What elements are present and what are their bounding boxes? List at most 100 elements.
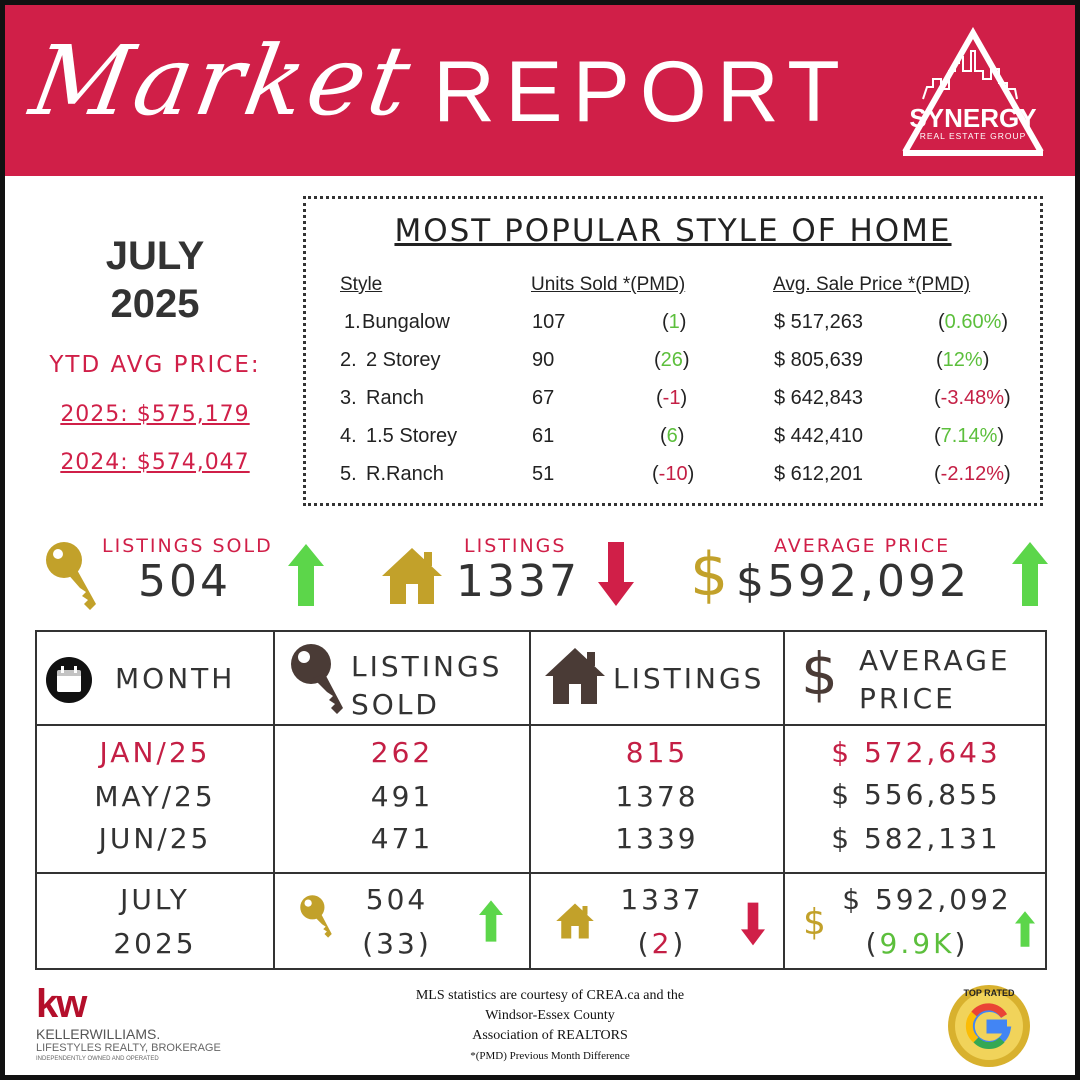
table-divider [37, 724, 1045, 726]
month-header: MONTH [115, 662, 236, 695]
style-rank: 4. [340, 425, 357, 447]
style-rank: 5. [340, 463, 357, 485]
style-price-diff: (12%) [936, 349, 990, 371]
up-arrow-icon [479, 900, 503, 942]
style-name: 2 Storey [366, 349, 441, 371]
key-icon [300, 895, 332, 938]
style-units: 67 [532, 387, 555, 409]
key-icon [46, 542, 96, 610]
source-footnote: MLS statistics are courtesy of CREA.ca a… [415, 988, 685, 1062]
kw-brokerage: LIFESTYLES REALTY, BROKERAGE [36, 1042, 221, 1054]
style-row: 4. 1.5 Storey 61 (6) $ 442,410 (7.14%) [306, 425, 1040, 455]
style-price-diff: (-3.48%) [934, 387, 1011, 409]
current-sold: 504 (33) [362, 883, 432, 960]
keller-williams-logo: kw KELLERWILLIAMS. LIFESTYLES REALTY, BR… [36, 982, 226, 1068]
table-avg: $ 582,131 [831, 822, 1001, 855]
table-divider [273, 632, 275, 968]
up-arrow-icon [288, 544, 324, 606]
logo-name: SYNERGY [909, 103, 1037, 133]
style-price-diff: (-2.12%) [934, 463, 1011, 485]
report-year: 2025 [110, 282, 200, 326]
report-month: JULY [105, 234, 205, 278]
monthly-table: MONTH LISTINGS SOLD LISTINGS $ AVERAGE P… [35, 630, 1047, 970]
style-price-diff: (7.14%) [934, 425, 1005, 447]
report-period: JULY 2025 [60, 232, 250, 328]
kw-independent: INDEPENDENTLY OWNED AND OPERATED [36, 1056, 159, 1062]
dollar-icon: $ [803, 902, 826, 943]
ytd-2024: 2024: $574,047 [60, 450, 250, 475]
style-units-diff: (6) [660, 425, 685, 447]
listings-label: LISTINGS [464, 535, 567, 557]
average-price-value: $592,092 [736, 556, 970, 607]
average-price-label: AVERAGE PRICE [774, 535, 951, 557]
price-header: Avg. Sale Price *(PMD) [773, 274, 971, 295]
listings-sold-value: 504 [138, 556, 231, 607]
table-divider [37, 872, 1045, 874]
style-row: 2. 2 Storey 90 (26) $ 805,639 (12%) [306, 349, 1040, 379]
dollar-icon: $ [690, 540, 729, 610]
kw-name: KELLERWILLIAMS. [36, 1026, 161, 1042]
popular-styles-panel: MOST POPULAR STYLE OF HOME Style Units S… [303, 196, 1043, 506]
kw-mark: kw [36, 982, 87, 1026]
table-sold: 491 [370, 780, 434, 813]
down-arrow-icon [741, 902, 765, 946]
style-row: 3. Ranch 67 (-1) $ 642,843 (-3.48%) [306, 387, 1040, 417]
style-units: 90 [532, 349, 555, 371]
table-divider [529, 632, 531, 968]
house-icon [382, 548, 442, 604]
table-avg: $ 572,643 [831, 736, 1001, 769]
style-header: Style [340, 274, 383, 295]
style-rank: 1. [344, 311, 361, 333]
style-price: $ 612,201 [774, 463, 863, 485]
skyline-triangle-icon [902, 26, 1044, 156]
style-price: $ 642,843 [774, 387, 863, 409]
down-arrow-icon [598, 542, 634, 606]
calendar-icon [46, 657, 92, 703]
style-units-diff: (1) [662, 311, 687, 333]
table-listings: 815 [625, 736, 689, 769]
header-banner: Market REPORT SYNERGY REAL ESTATE GROUP [5, 5, 1075, 176]
current-sold-diff: 33 [376, 927, 418, 960]
current-avg: $ 592,092 [842, 883, 1012, 916]
style-rank: 2. [340, 349, 357, 371]
table-month: JUN/25 [98, 822, 212, 855]
style-units-diff: (26) [654, 349, 690, 371]
style-price-diff: (0.60%) [938, 311, 1009, 333]
style-name: R.Ranch [366, 463, 444, 485]
table-sold: 471 [370, 822, 434, 855]
style-price: $ 442,410 [774, 425, 863, 447]
style-name: Bungalow [362, 311, 450, 333]
ytd-2025: 2025: $575,179 [60, 402, 250, 427]
table-month: JAN/25 [99, 736, 211, 769]
listings-value: 1337 [456, 556, 580, 607]
synergy-logo: SYNERGY REAL ESTATE GROUP [893, 26, 1053, 157]
market-script-title: Market [23, 25, 422, 137]
style-units-diff: (-1) [656, 387, 688, 409]
style-price: $ 517,263 [774, 311, 863, 333]
house-icon [545, 648, 605, 704]
table-month: MAY/25 [94, 780, 216, 813]
current-listings: 1337 (2) [620, 883, 704, 960]
listings-header: LISTINGS [613, 662, 765, 695]
style-units: 107 [532, 311, 566, 333]
style-row: 1. Bungalow 107 (1) $ 517,263 (0.60%) [306, 311, 1040, 341]
style-row: 5. R.Ranch 51 (-10) $ 612,201 (-2.12%) [306, 463, 1040, 493]
up-arrow-icon [1012, 542, 1048, 606]
current-avg-diff-wrap: (9.9K) [865, 927, 969, 960]
style-units-diff: (-10) [652, 463, 695, 485]
key-icon [291, 644, 343, 714]
current-listings-diff: 2 [651, 927, 673, 960]
svg-text:TOP RATED: TOP RATED [963, 988, 1015, 998]
table-listings: 1378 [615, 780, 699, 813]
table-listings: 1339 [615, 822, 699, 855]
up-arrow-icon [1015, 911, 1035, 947]
top-rated-google-badge-icon: TOP RATED [948, 985, 1030, 1067]
house-icon [556, 903, 594, 939]
table-avg: $ 556,855 [831, 778, 1001, 811]
report-title: REPORT [433, 44, 850, 140]
style-price: $ 805,639 [774, 349, 863, 371]
ytd-label: YTD AVG PRICE: [49, 352, 261, 378]
listings-sold-header: LISTINGS SOLD [351, 650, 503, 721]
popular-styles-title: MOST POPULAR STYLE OF HOME [394, 213, 952, 249]
dollar-icon: $ [801, 640, 838, 708]
